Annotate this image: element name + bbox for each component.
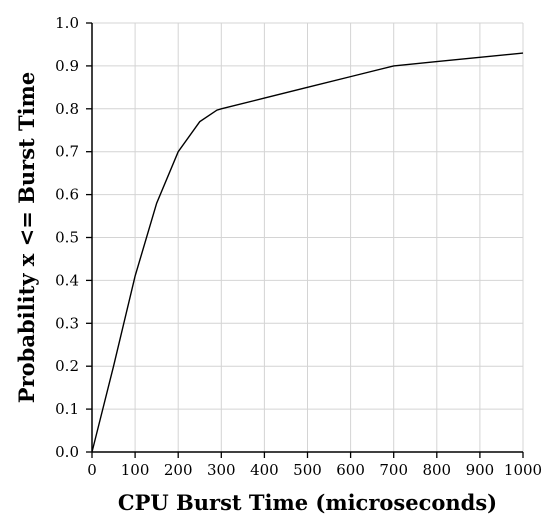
y-axis-title: Probability x <= Burst Time [14, 72, 39, 403]
y-tick-label: 0.8 [55, 100, 79, 118]
x-tick-label: 600 [336, 461, 365, 479]
y-tick-label: 0.9 [55, 57, 79, 75]
x-tick-label: 200 [164, 461, 193, 479]
x-tick-label: 800 [422, 461, 451, 479]
ticks: 0 100 200 300 400 500 600 700 800 900 1000 0.0 0.1 0.… [55, 14, 542, 479]
x-tick-label: 1000 [504, 461, 542, 479]
x-axis-title: CPU Burst Time (microseconds) [118, 490, 497, 515]
y-tick-label: 0.5 [55, 229, 79, 247]
y-tick-label: 0.0 [55, 443, 79, 461]
x-tick-label: 900 [466, 461, 495, 479]
x-tick-label: 400 [250, 461, 279, 479]
x-tick-label: 100 [121, 461, 150, 479]
y-tick-label: 0.4 [55, 271, 79, 289]
x-tick-label: 500 [293, 461, 322, 479]
y-tick-label: 0.1 [55, 400, 79, 418]
x-tick-label: 700 [379, 461, 408, 479]
y-tick-label: 0.3 [55, 314, 79, 332]
y-tick-label: 1.0 [55, 14, 79, 32]
y-tick-label: 0.2 [55, 357, 79, 375]
plot-area [91, 52, 524, 453]
x-tick-label: 0 [87, 461, 97, 479]
x-tick-label: 300 [207, 461, 236, 479]
series-line-0 [91, 52, 524, 453]
y-tick-label: 0.6 [55, 186, 79, 204]
y-tick-label: 0.7 [55, 143, 79, 161]
